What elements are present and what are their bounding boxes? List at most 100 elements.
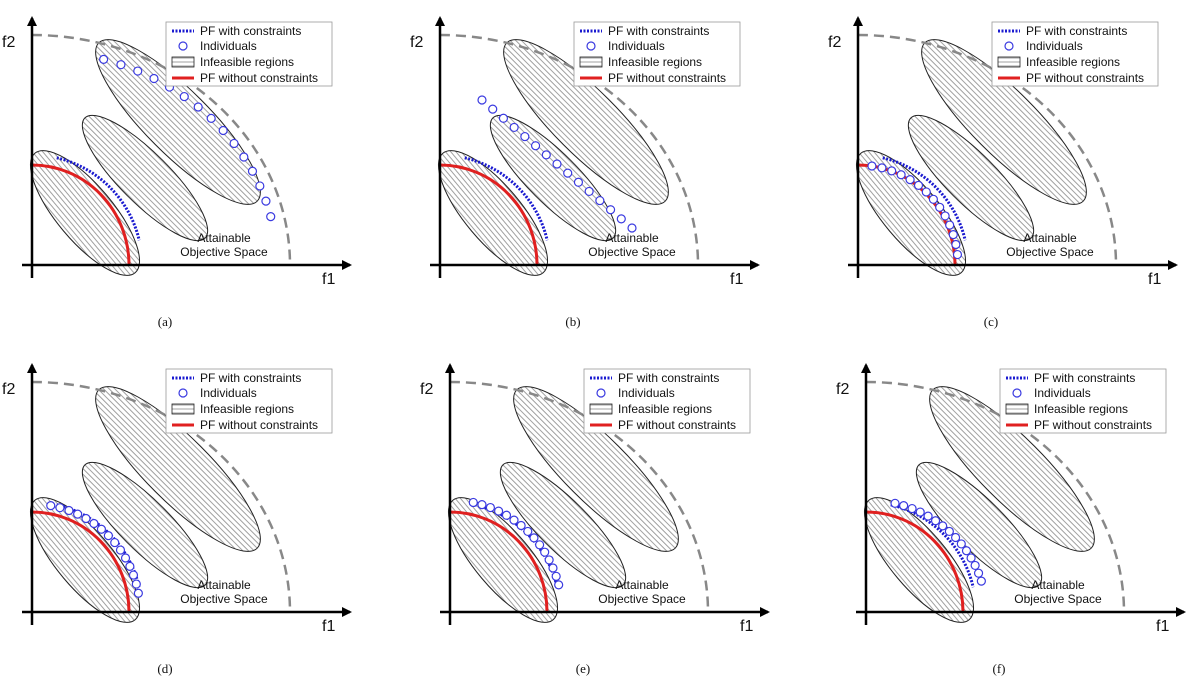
- region-label: Attainable: [197, 578, 251, 592]
- individual: [498, 113, 509, 123]
- individual: [501, 510, 512, 520]
- individual: [266, 212, 276, 222]
- individual: [520, 131, 530, 142]
- individual: [133, 588, 143, 598]
- individual: [530, 141, 541, 151]
- individual: [179, 91, 189, 102]
- individual: [149, 73, 159, 84]
- individual: [907, 503, 917, 514]
- individual: [218, 125, 228, 136]
- individual: [945, 220, 955, 230]
- individual: [247, 166, 258, 176]
- individual: [535, 540, 545, 550]
- region-label: Attainable: [1023, 231, 1077, 245]
- individual: [554, 580, 564, 590]
- individual: [951, 239, 961, 250]
- caption: (b): [565, 314, 580, 329]
- legend-label: PF without constraints: [1026, 71, 1144, 85]
- individual: [540, 547, 550, 557]
- y-axis-label: f2: [828, 34, 841, 51]
- legend-label: PF without constraints: [618, 418, 736, 432]
- legend-label: PF without constraints: [608, 71, 726, 85]
- legend-label: Infeasible regions: [618, 402, 712, 416]
- individual: [573, 177, 584, 187]
- legend-symbol: [586, 41, 596, 51]
- y-axis-label: f2: [2, 381, 15, 398]
- individual: [877, 163, 887, 173]
- legend-label: Individuals: [200, 386, 257, 400]
- individual: [544, 555, 554, 565]
- individual: [887, 166, 897, 176]
- legend-label: PF with constraints: [618, 371, 719, 385]
- legend-symbol: [579, 56, 603, 68]
- individual: [55, 503, 65, 513]
- pf-without-constraints: [31, 510, 131, 613]
- individual: [551, 571, 561, 581]
- infeasible-region: [447, 497, 559, 623]
- individual: [890, 498, 900, 508]
- y-axis-label: f2: [2, 34, 15, 51]
- attainable-boundary: [31, 33, 292, 266]
- legend-box: [991, 21, 1159, 87]
- individual: [477, 95, 487, 105]
- region-label: Attainable: [197, 231, 251, 245]
- individual: [239, 152, 249, 162]
- individual: [115, 545, 126, 555]
- legend-box: [165, 368, 333, 434]
- y-axis-label: f2: [410, 34, 423, 51]
- legend-label: PF with constraints: [200, 371, 301, 385]
- region-label: Objective Space: [598, 592, 686, 606]
- individual: [229, 138, 239, 149]
- legend-symbol: [1012, 388, 1022, 398]
- individual: [488, 104, 498, 114]
- legend-label: PF with constraints: [608, 24, 709, 38]
- y-axis-label: f2: [420, 381, 433, 398]
- legend-symbol: [997, 56, 1021, 68]
- legend-label: PF without constraints: [200, 71, 318, 85]
- pf-without-constraints: [449, 510, 549, 613]
- individual: [952, 249, 963, 260]
- pf-with-constraints: [882, 156, 967, 241]
- attainable-boundary: [439, 33, 700, 266]
- legend-label: Infeasible regions: [200, 55, 294, 69]
- pf-without-constraints: [31, 163, 131, 266]
- x-axis-label: f1: [730, 271, 743, 288]
- attainable-boundary: [31, 380, 292, 613]
- infeasible-region: [29, 497, 141, 623]
- caption: (c): [984, 314, 998, 329]
- individual: [616, 214, 626, 224]
- attainable-boundary: [857, 33, 1118, 266]
- individual: [523, 526, 533, 537]
- legend-symbol: [171, 403, 195, 415]
- attainable-boundary: [865, 380, 1126, 613]
- individual: [944, 526, 954, 537]
- caption: (d): [157, 661, 172, 676]
- region-label: Attainable: [1031, 578, 1085, 592]
- individual: [516, 520, 526, 531]
- legend-label: Individuals: [618, 386, 675, 400]
- region-label: Objective Space: [1014, 592, 1102, 606]
- caption: (e): [576, 661, 590, 676]
- individual: [509, 122, 519, 133]
- individual: [193, 102, 203, 112]
- individual: [509, 515, 519, 525]
- legend-symbol: [178, 388, 188, 398]
- legend-label: Individuals: [200, 39, 257, 53]
- individual: [928, 194, 938, 204]
- individual: [627, 223, 637, 233]
- attainable-boundary: [449, 380, 710, 613]
- caption: (a): [158, 314, 172, 329]
- infeasible-region: [907, 114, 1035, 242]
- pf-with-constraints: [56, 156, 141, 241]
- individual: [99, 54, 109, 64]
- individual: [605, 205, 616, 215]
- individual: [956, 539, 966, 549]
- individual: [950, 532, 961, 543]
- legend-label: PF without constraints: [1034, 418, 1152, 432]
- legend-label: PF with constraints: [1034, 371, 1135, 385]
- individual: [923, 511, 933, 521]
